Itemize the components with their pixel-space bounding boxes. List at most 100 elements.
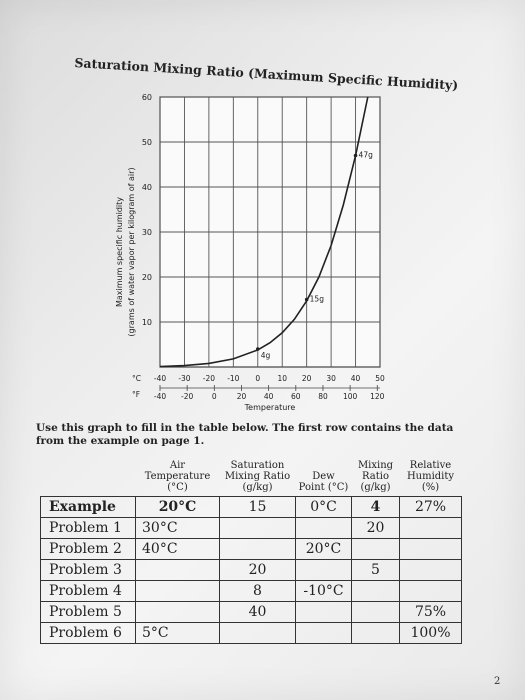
annotation-label: 15g: [310, 295, 325, 304]
cell-saturation[interactable]: [219, 538, 296, 560]
table-row: Problem 3 20 5: [40, 559, 462, 581]
cell-relative-humidity[interactable]: 100%: [399, 622, 462, 644]
cell-dew-point[interactable]: [295, 601, 352, 623]
instruction-text: Use this graph to fill in the table belo…: [36, 422, 454, 447]
table-row: Problem 1 30°C 20: [40, 517, 462, 539]
x-axis-label: Temperature: [244, 403, 296, 412]
header-air-temp: Air Temperature (°C): [135, 458, 220, 497]
cell-mixing-ratio[interactable]: 5: [351, 559, 400, 581]
row-label: Problem 6: [40, 622, 136, 644]
annotation-point: [353, 153, 358, 158]
row-label: Problem 5: [40, 601, 136, 623]
y-tick-label: 60: [142, 93, 152, 102]
cell-saturation[interactable]: [219, 517, 296, 539]
celsius-unit-label: °C: [132, 374, 141, 383]
y-tick-label: 40: [142, 183, 152, 192]
cell-mixing-ratio[interactable]: 4: [351, 496, 400, 518]
cell-air-temp[interactable]: [135, 580, 220, 602]
x-tick-label-fahrenheit: 0: [212, 392, 217, 401]
cell-saturation[interactable]: [219, 622, 296, 644]
cell-relative-humidity[interactable]: 27%: [399, 496, 462, 518]
table-row: Problem 4 8 -10°C: [40, 580, 462, 602]
cell-relative-humidity[interactable]: 75%: [399, 601, 462, 623]
chart-svg: 10 20 30 40 50 60 4g 15g 47g °C -40 -30 -20 -10 0 10 20 3…: [115, 93, 385, 412]
cell-mixing-ratio[interactable]: [351, 622, 400, 644]
y-tick-label: 30: [142, 228, 152, 237]
y-tick-label: 20: [142, 273, 152, 282]
x-tick-label-celsius: -10: [227, 374, 239, 383]
cell-mixing-ratio[interactable]: 20: [351, 517, 400, 539]
header-saturation: Saturation Mixing Ratio (g/kg): [219, 458, 296, 497]
row-label: Problem 2: [40, 538, 136, 560]
x-tick-label-celsius: -40: [154, 374, 166, 383]
annotation-label: 4g: [261, 351, 271, 360]
cell-dew-point[interactable]: 20°C: [295, 538, 352, 560]
cell-mixing-ratio[interactable]: [351, 538, 400, 560]
cell-mixing-ratio[interactable]: [351, 580, 400, 602]
table-row: Example 20°C 15 0°C 4 27%: [40, 496, 462, 518]
humidity-table: Air Temperature (°C) Saturation Mixing R…: [40, 458, 462, 644]
x-tick-label-fahrenheit: 20: [237, 392, 247, 401]
cell-air-temp[interactable]: [135, 601, 220, 623]
x-tick-label-fahrenheit: -20: [181, 392, 193, 401]
saturation-curve: [159, 96, 369, 368]
cell-dew-point[interactable]: 0°C: [295, 496, 352, 518]
annotation-label: 47g: [359, 151, 374, 160]
y-tick-label: 10: [142, 318, 152, 327]
y-axis-label-line1: Maximum specific humidity: [115, 197, 124, 307]
x-tick-label-celsius: 0: [255, 374, 260, 383]
table-row: Problem 5 40 75%: [40, 601, 462, 623]
cell-dew-point[interactable]: -10°C: [295, 580, 352, 602]
annotation-point: [304, 297, 309, 302]
row-label: Problem 4: [40, 580, 136, 602]
header-blank: [40, 458, 136, 497]
row-label: Problem 1: [40, 517, 136, 539]
cell-relative-humidity[interactable]: [399, 517, 462, 539]
saturation-chart: 10 20 30 40 50 60 4g 15g 47g °C -40 -30 -20 -10 0 10 20 3…: [90, 85, 400, 434]
cell-mixing-ratio[interactable]: [351, 601, 400, 623]
cell-saturation[interactable]: 40: [219, 601, 296, 623]
y-axis-label-line2: (grams of water vapor per kilogram of ai…: [127, 167, 136, 336]
cell-saturation[interactable]: 8: [219, 580, 296, 602]
header-mixing-ratio: Mixing Ratio (g/kg): [351, 458, 400, 497]
y-tick-label: 50: [142, 138, 152, 147]
cell-saturation[interactable]: 15: [219, 496, 296, 518]
cell-relative-humidity[interactable]: [399, 538, 462, 560]
row-label: Example: [40, 496, 136, 518]
cell-air-temp[interactable]: 5°C: [135, 622, 220, 644]
cell-air-temp[interactable]: 30°C: [135, 517, 220, 539]
x-tick-label-fahrenheit: -40: [154, 392, 166, 401]
cell-relative-humidity[interactable]: [399, 559, 462, 581]
x-tick-label-fahrenheit: 120: [370, 392, 385, 401]
x-tick-label-celsius: 20: [302, 374, 312, 383]
header-relative-humidity: Relative Humidity (%): [399, 458, 462, 497]
page-number: 2: [494, 676, 501, 687]
x-tick-label-fahrenheit: 40: [264, 392, 274, 401]
x-tick-label-celsius: -30: [178, 374, 190, 383]
x-tick-label-fahrenheit: 100: [343, 392, 358, 401]
cell-relative-humidity[interactable]: [399, 580, 462, 602]
fahrenheit-unit-label: °F: [132, 390, 140, 399]
cell-dew-point[interactable]: [295, 559, 352, 581]
table-row: Problem 2 40°C 20°C: [40, 538, 462, 560]
annotation-point: [255, 347, 260, 351]
cell-air-temp[interactable]: 40°C: [135, 538, 220, 560]
x-tick-label-celsius: 10: [277, 374, 287, 383]
header-dew-point: Dew Point (°C): [295, 458, 352, 497]
x-tick-label-fahrenheit: 80: [318, 392, 328, 401]
cell-saturation[interactable]: 20: [219, 559, 296, 581]
x-tick-label-celsius: -20: [203, 374, 215, 383]
x-tick-label-celsius: 40: [351, 374, 361, 383]
x-tick-label-celsius: 30: [326, 374, 336, 383]
cell-dew-point[interactable]: [295, 622, 352, 644]
x-tick-label-fahrenheit: 60: [291, 392, 301, 401]
row-label: Problem 3: [40, 559, 136, 581]
cell-air-temp[interactable]: 20°C: [135, 496, 220, 518]
x-tick-label-celsius: 50: [375, 374, 385, 383]
data-table-wrapper: Air Temperature (°C) Saturation Mixing R…: [40, 458, 462, 644]
cell-air-temp[interactable]: [135, 559, 220, 581]
cell-dew-point[interactable]: [295, 517, 352, 539]
table-header-row: Air Temperature (°C) Saturation Mixing R…: [40, 458, 462, 497]
table-row: Problem 6 5°C 100%: [40, 622, 462, 644]
